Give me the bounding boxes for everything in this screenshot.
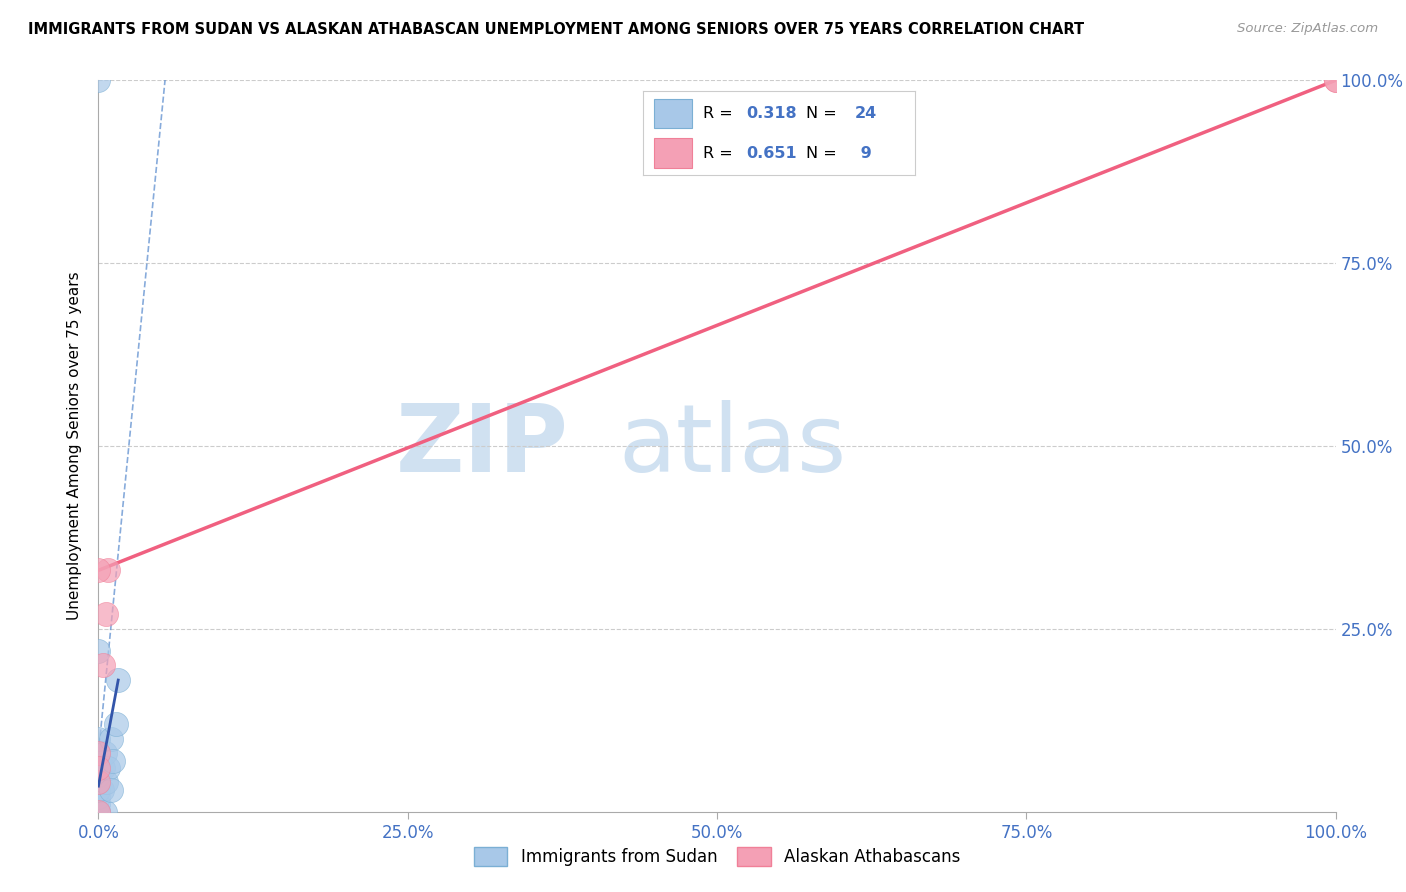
Y-axis label: Unemployment Among Seniors over 75 years: Unemployment Among Seniors over 75 years [67, 272, 83, 620]
Point [107, 673, 129, 687]
Point [93, 761, 115, 775]
Point [87, 731, 110, 746]
Point [87, 790, 110, 805]
Text: IMMIGRANTS FROM SUDAN VS ALASKAN ATHABASCAN UNEMPLOYMENT AMONG SENIORS OVER 75 Y: IMMIGRANTS FROM SUDAN VS ALASKAN ATHABAS… [28, 22, 1084, 37]
Point [87, 761, 110, 775]
Point [87, 644, 110, 658]
Point [87, 797, 110, 812]
Text: 9: 9 [855, 145, 872, 161]
Point [97, 563, 120, 577]
Point [87, 73, 110, 87]
Text: ZIP: ZIP [395, 400, 568, 492]
Point [103, 754, 125, 768]
Point [93, 658, 115, 673]
Point [87, 746, 110, 760]
Point [104, 717, 127, 731]
Text: 0.651: 0.651 [747, 145, 797, 161]
Point [87, 775, 110, 789]
Point [93, 805, 115, 819]
Point [94, 607, 117, 622]
FancyBboxPatch shape [654, 138, 692, 168]
Point [87, 768, 110, 782]
Point [87, 761, 110, 775]
Text: 24: 24 [855, 106, 877, 121]
Text: 0.318: 0.318 [747, 106, 797, 121]
Text: atlas: atlas [619, 400, 846, 492]
Point [87, 563, 110, 577]
Point [1324, 73, 1347, 87]
Text: R =: R = [703, 145, 738, 161]
Legend: Immigrants from Sudan, Alaskan Athabascans: Immigrants from Sudan, Alaskan Athabasca… [467, 840, 967, 873]
Point [100, 731, 122, 746]
Point [94, 775, 117, 789]
Point [87, 805, 110, 819]
Point [87, 775, 110, 789]
Point [87, 746, 110, 760]
Point [87, 805, 110, 819]
FancyBboxPatch shape [654, 99, 692, 128]
Text: N =: N = [806, 145, 842, 161]
Text: Source: ZipAtlas.com: Source: ZipAtlas.com [1237, 22, 1378, 36]
Point [91, 782, 114, 797]
Text: R =: R = [703, 106, 738, 121]
Point [93, 746, 115, 760]
Point [87, 805, 110, 819]
Point [97, 761, 120, 775]
Point [1324, 73, 1347, 87]
Point [87, 805, 110, 819]
Point [100, 782, 122, 797]
Point [87, 805, 110, 819]
Point [87, 782, 110, 797]
Text: N =: N = [806, 106, 842, 121]
